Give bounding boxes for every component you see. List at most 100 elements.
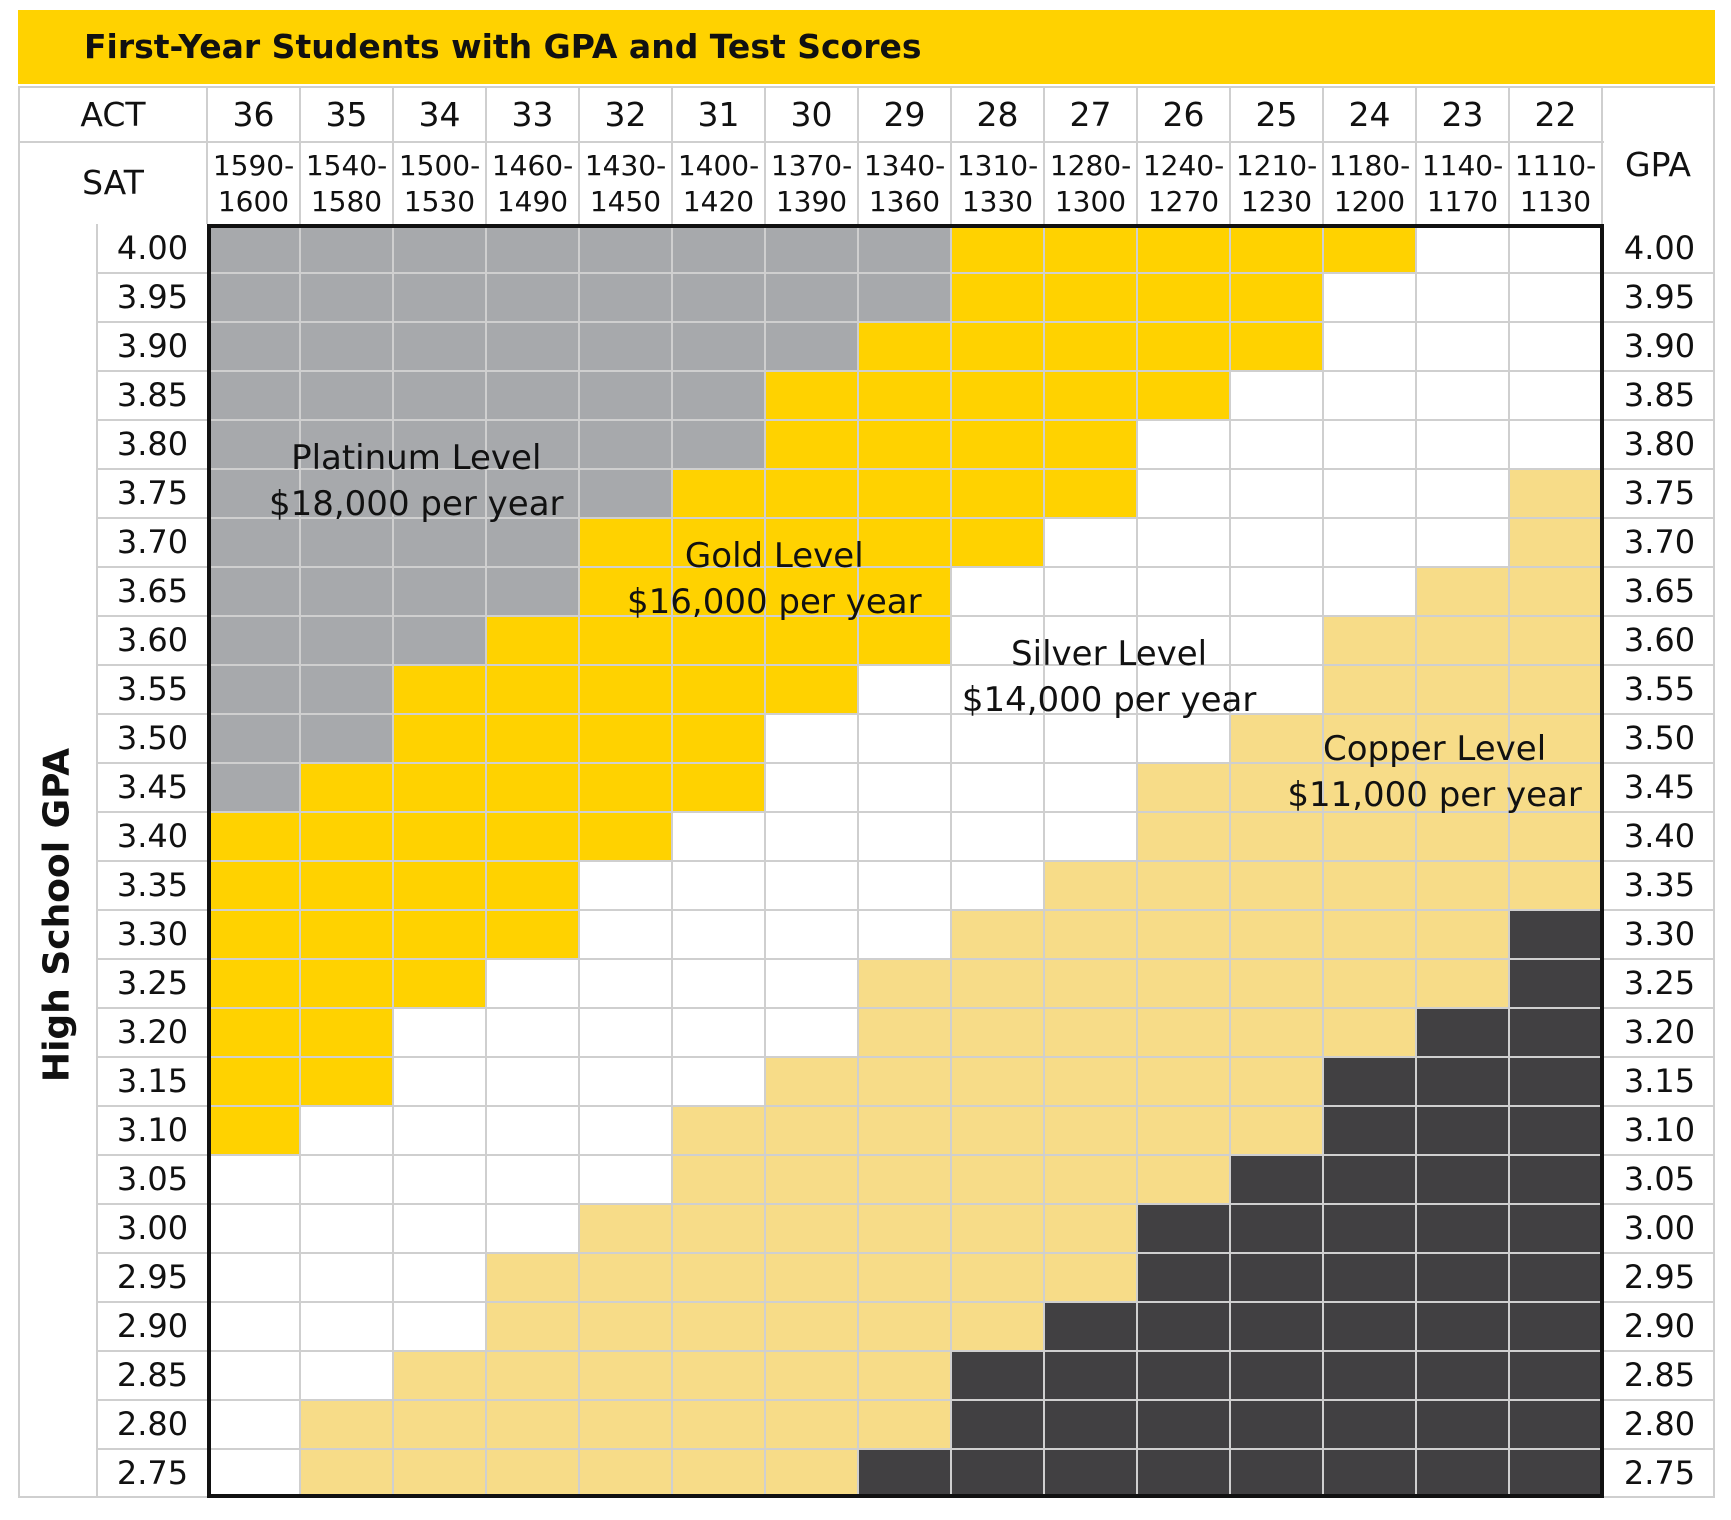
cell-silver-level: [951, 616, 1044, 665]
annotation-silver-level: Silver Level $14,000 per year: [962, 631, 1257, 723]
header-column-divider: [1322, 88, 1324, 224]
sat-range-end: 1390: [775, 185, 848, 218]
cell-platinum-level: [393, 616, 486, 665]
cell-copper-level: [951, 1253, 1044, 1302]
cell-no-award: [1509, 1106, 1602, 1155]
cell-silver-level: [579, 1008, 672, 1057]
cell-platinum-level: [300, 420, 393, 469]
cell-gold-level: [858, 469, 951, 518]
cell-gold-level: [207, 1057, 300, 1106]
act-column-label: 25: [1255, 95, 1298, 134]
cell-copper-level: [1044, 861, 1137, 910]
sat-range-end: 1360: [868, 185, 941, 218]
cell-gold-level: [765, 665, 858, 714]
cell-copper-level: [1230, 714, 1323, 763]
cell-copper-level: [765, 1106, 858, 1155]
cell-silver-level: [951, 567, 1044, 616]
cell-gold-level: [1137, 371, 1230, 420]
cell-gold-level: [579, 812, 672, 861]
sat-column-label: 1110- 1130: [1509, 142, 1602, 224]
cell-no-award: [1230, 1204, 1323, 1253]
cell-platinum-level: [672, 371, 765, 420]
gpa-row-label-left: 3.90: [116, 327, 189, 365]
cell-no-award: [1509, 1204, 1602, 1253]
sat-column-label: 1590- 1600: [207, 142, 300, 224]
cell-platinum-level: [486, 224, 579, 273]
cell-gold-level: [1230, 224, 1323, 273]
sat-range-start: 1110-: [1514, 149, 1597, 182]
sat-range-start: 1340-: [863, 149, 946, 182]
cell-gold-level: [393, 910, 486, 959]
cell-platinum-level: [486, 371, 579, 420]
cell-gold-level: [300, 910, 393, 959]
cell-platinum-level: [393, 224, 486, 273]
cell-copper-level: [1137, 959, 1230, 1008]
cell-gold-level: [1044, 420, 1137, 469]
cell-silver-level: [1416, 469, 1509, 518]
cell-silver-level: [486, 1106, 579, 1155]
cell-silver-level: [1230, 371, 1323, 420]
gpa-row-label-left: 2.90: [116, 1307, 189, 1345]
gpa-left-row-divider: [96, 1105, 207, 1107]
cell-no-award: [1230, 1155, 1323, 1204]
cell-silver-level: [300, 1106, 393, 1155]
cell-no-award: [1323, 1253, 1416, 1302]
cell-copper-level: [672, 1204, 765, 1253]
cell-no-award: [1509, 1449, 1602, 1498]
sat-range-start: 1460-: [491, 149, 574, 182]
cell-platinum-level: [207, 616, 300, 665]
act-sat-divider: [18, 141, 1604, 143]
cell-platinum-level: [207, 224, 300, 273]
cell-copper-level: [858, 1351, 951, 1400]
cell-copper-level: [1509, 665, 1602, 714]
cell-gold-level: [672, 518, 765, 567]
cell-copper-level: [951, 1008, 1044, 1057]
gpa-row-label-left: 3.00: [116, 1209, 189, 1247]
cell-no-award: [1230, 1400, 1323, 1449]
cell-silver-level: [858, 763, 951, 812]
gpa-right-row-divider: [1604, 860, 1715, 862]
cell-silver-level: [393, 1155, 486, 1204]
cell-gold-level: [858, 616, 951, 665]
cell-silver-level: [1230, 567, 1323, 616]
gpa-left-row-divider: [96, 1154, 207, 1156]
gpa-row-label-left: 3.80: [116, 425, 189, 463]
right-outer-border: [1713, 86, 1715, 1498]
cell-gold-level: [300, 959, 393, 1008]
gpa-left-row-divider: [96, 566, 207, 568]
cell-no-award: [1044, 1302, 1137, 1351]
gpa-right-row-divider: [1604, 419, 1715, 421]
cell-gold-level: [207, 959, 300, 1008]
cell-copper-level: [858, 1155, 951, 1204]
cell-gold-level: [1230, 322, 1323, 371]
cell-copper-level: [951, 910, 1044, 959]
cell-silver-level: [579, 959, 672, 1008]
cell-platinum-level: [579, 322, 672, 371]
cell-copper-level: [1509, 518, 1602, 567]
gpa-right-row-divider: [1604, 664, 1715, 666]
cell-no-award: [951, 1400, 1044, 1449]
act-column-label: 35: [325, 95, 368, 134]
cell-gold-level: [951, 322, 1044, 371]
cell-platinum-level: [579, 371, 672, 420]
gpa-left-row-divider: [96, 811, 207, 813]
annotation-gold-level: Gold Level $16,000 per year: [627, 533, 922, 625]
gpa-right-row-divider: [1604, 517, 1715, 519]
cell-copper-level: [300, 1449, 393, 1498]
cell-no-award: [1323, 1302, 1416, 1351]
cell-gold-level: [951, 420, 1044, 469]
sat-range-end: 1420: [682, 185, 755, 218]
sat-range-end: 1450: [589, 185, 662, 218]
cell-platinum-level: [393, 273, 486, 322]
cell-silver-level: [951, 665, 1044, 714]
cell-no-award: [1416, 1057, 1509, 1106]
gpa-right-row-divider: [1604, 1399, 1715, 1401]
cell-no-award: [1416, 1302, 1509, 1351]
cell-silver-level: [765, 812, 858, 861]
cell-gold-level: [207, 1008, 300, 1057]
cell-platinum-level: [858, 224, 951, 273]
cell-silver-level: [486, 959, 579, 1008]
high-school-gpa-axis-label: High School GPA: [36, 747, 78, 1083]
cell-gold-level: [1137, 322, 1230, 371]
cell-copper-level: [1044, 1008, 1137, 1057]
